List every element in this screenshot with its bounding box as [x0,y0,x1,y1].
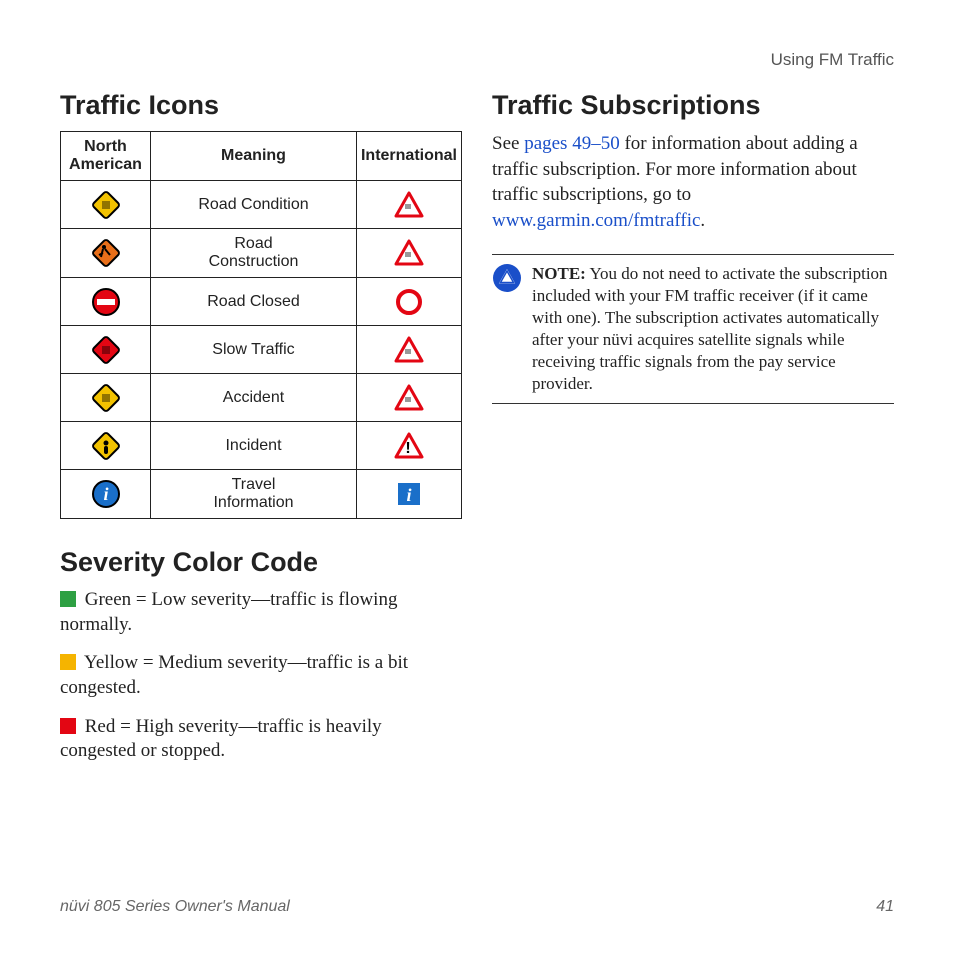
severity-item: Green = Low severity—traffic is flowing … [60,588,462,637]
meaning-cell: Slow Traffic [151,326,357,374]
col-header-na: North American [61,132,151,181]
table-row: Road Construction [61,229,462,278]
intl-icon [356,374,461,422]
intro-text: See [492,133,524,154]
note-text: NOTE: You do not need to activate the su… [532,263,894,396]
intl-icon [356,278,461,326]
intl-icon: i [356,470,461,519]
meaning-cell: Road Condition [151,181,357,229]
right-column: Traffic Subscriptions See pages 49–50 fo… [492,90,894,778]
severity-text: Yellow = Medium severity—traffic is a bi… [60,652,408,698]
severity-swatch [60,591,76,607]
col-header-intl: International [356,132,461,181]
meaning-cell: Travel Information [151,470,357,519]
note-body: You do not need to activate the subscrip… [532,264,888,393]
table-row: Road Closed [61,278,462,326]
severity-item: Red = High severity—traffic is heavily c… [60,715,462,764]
subscriptions-intro: See pages 49–50 for information about ad… [492,131,894,234]
svg-text:i: i [103,484,108,504]
section-header: Using FM Traffic [771,50,894,70]
traffic-icons-heading: Traffic Icons [60,90,462,121]
severity-text: Green = Low severity—traffic is flowing … [60,589,397,635]
intl-icon [356,326,461,374]
severity-swatch [60,654,76,670]
na-icon [61,374,151,422]
meaning-cell: Road Closed [151,278,357,326]
pages-link[interactable]: pages 49–50 [524,133,620,154]
table-row: Slow Traffic [61,326,462,374]
left-column: Traffic Icons North American Meaning Int… [60,90,462,778]
col-header-meaning: Meaning [151,132,357,181]
intro-text-after: . [700,210,705,231]
meaning-cell: Accident [151,374,357,422]
intl-icon [356,229,461,278]
note-icon [492,263,522,396]
severity-heading: Severity Color Code [60,547,462,578]
meaning-cell: Incident [151,422,357,470]
page-footer: nüvi 805 Series Owner's Manual 41 [60,898,894,916]
na-icon [61,326,151,374]
na-icon: i [61,470,151,519]
page-number: 41 [876,898,894,916]
severity-text: Red = High severity—traffic is heavily c… [60,716,382,762]
traffic-icons-table: North American Meaning International Roa… [60,131,462,519]
manual-title: nüvi 805 Series Owner's Manual [60,898,290,916]
table-row: Incident ! [61,422,462,470]
svg-text:!: ! [405,440,410,457]
intl-icon [356,181,461,229]
garmin-link[interactable]: www.garmin.com/fmtraffic [492,210,700,231]
svg-text:i: i [406,485,411,505]
na-icon [61,278,151,326]
note-box: NOTE: You do not need to activate the su… [492,254,894,405]
na-icon [61,229,151,278]
severity-swatch [60,718,76,734]
subscriptions-heading: Traffic Subscriptions [492,90,894,121]
na-icon [61,422,151,470]
na-icon [61,181,151,229]
severity-item: Yellow = Medium severity—traffic is a bi… [60,651,462,700]
note-label: NOTE: [532,264,586,283]
table-row: Road Condition [61,181,462,229]
intl-icon: ! [356,422,461,470]
table-row: Accident [61,374,462,422]
meaning-cell: Road Construction [151,229,357,278]
table-row: i Travel Information i [61,470,462,519]
